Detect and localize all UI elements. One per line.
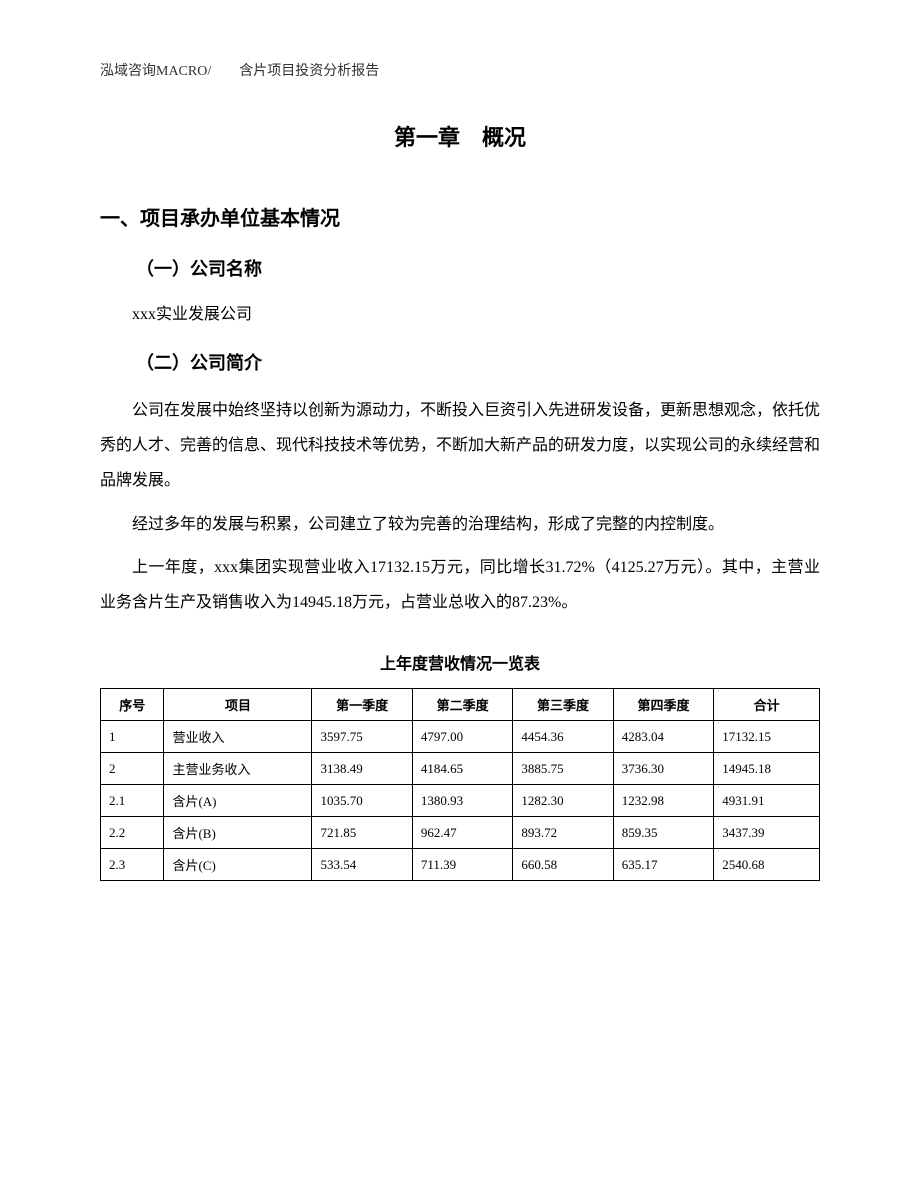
cell: 1035.70	[312, 785, 412, 817]
main-content: 第一章 概况 一、项目承办单位基本情况 （一）公司名称 xxx实业发展公司 （二…	[0, 0, 920, 881]
cell: 1	[101, 721, 164, 753]
company-name: xxx实业发展公司	[100, 299, 820, 331]
cell: 4283.04	[613, 721, 713, 753]
cell: 533.54	[312, 849, 412, 881]
table-row: 2.1 含片(A) 1035.70 1380.93 1282.30 1232.9…	[101, 785, 820, 817]
table-row: 2.2 含片(B) 721.85 962.47 893.72 859.35 34…	[101, 817, 820, 849]
cell: 含片(B)	[164, 817, 312, 849]
table-title: 上年度营收情况一览表	[100, 650, 820, 674]
cell: 3736.30	[613, 753, 713, 785]
paragraph-1: 公司在发展中始终坚持以创新为源动力，不断投入巨资引入先进研发设备，更新思想观念，…	[100, 393, 820, 499]
table-row: 2.3 含片(C) 533.54 711.39 660.58 635.17 25…	[101, 849, 820, 881]
cell: 2.3	[101, 849, 164, 881]
cell: 营业收入	[164, 721, 312, 753]
cell: 4454.36	[513, 721, 613, 753]
paragraph-2: 经过多年的发展与积累，公司建立了较为完善的治理结构，形成了完整的内控制度。	[100, 507, 820, 542]
cell: 711.39	[412, 849, 512, 881]
cell: 4931.91	[714, 785, 820, 817]
chapter-title: 第一章 概况	[100, 120, 820, 152]
cell: 含片(C)	[164, 849, 312, 881]
cell: 1282.30	[513, 785, 613, 817]
cell: 3138.49	[312, 753, 412, 785]
cell: 17132.15	[714, 721, 820, 753]
cell: 660.58	[513, 849, 613, 881]
section-title: 一、项目承办单位基本情况	[100, 202, 820, 231]
header-text: 泓域咨询MACRO/ 含片项目投资分析报告	[100, 64, 379, 79]
col-header: 序号	[101, 689, 164, 721]
cell: 859.35	[613, 817, 713, 849]
cell: 1380.93	[412, 785, 512, 817]
cell: 4797.00	[412, 721, 512, 753]
col-header: 合计	[714, 689, 820, 721]
revenue-table: 序号 项目 第一季度 第二季度 第三季度 第四季度 合计 1 营业收入 3597…	[100, 688, 820, 881]
col-header: 项目	[164, 689, 312, 721]
subsection2-title: （二）公司简介	[100, 349, 820, 375]
paragraph-3: 上一年度，xxx集团实现营业收入17132.15万元，同比增长31.72%（41…	[100, 550, 820, 620]
cell: 2	[101, 753, 164, 785]
cell: 3437.39	[714, 817, 820, 849]
cell: 3597.75	[312, 721, 412, 753]
cell: 含片(A)	[164, 785, 312, 817]
cell: 635.17	[613, 849, 713, 881]
cell: 2540.68	[714, 849, 820, 881]
col-header: 第一季度	[312, 689, 412, 721]
cell: 4184.65	[412, 753, 512, 785]
cell: 962.47	[412, 817, 512, 849]
cell: 721.85	[312, 817, 412, 849]
cell: 主营业务收入	[164, 753, 312, 785]
cell: 2.2	[101, 817, 164, 849]
cell: 1232.98	[613, 785, 713, 817]
cell: 2.1	[101, 785, 164, 817]
col-header: 第三季度	[513, 689, 613, 721]
cell: 893.72	[513, 817, 613, 849]
table-row: 1 营业收入 3597.75 4797.00 4454.36 4283.04 1…	[101, 721, 820, 753]
subsection1-title: （一）公司名称	[100, 255, 820, 281]
cell: 14945.18	[714, 753, 820, 785]
table-row: 2 主营业务收入 3138.49 4184.65 3885.75 3736.30…	[101, 753, 820, 785]
cell: 3885.75	[513, 753, 613, 785]
page-header: 泓域咨询MACRO/ 含片项目投资分析报告	[100, 60, 379, 80]
table-header-row: 序号 项目 第一季度 第二季度 第三季度 第四季度 合计	[101, 689, 820, 721]
col-header: 第四季度	[613, 689, 713, 721]
col-header: 第二季度	[412, 689, 512, 721]
